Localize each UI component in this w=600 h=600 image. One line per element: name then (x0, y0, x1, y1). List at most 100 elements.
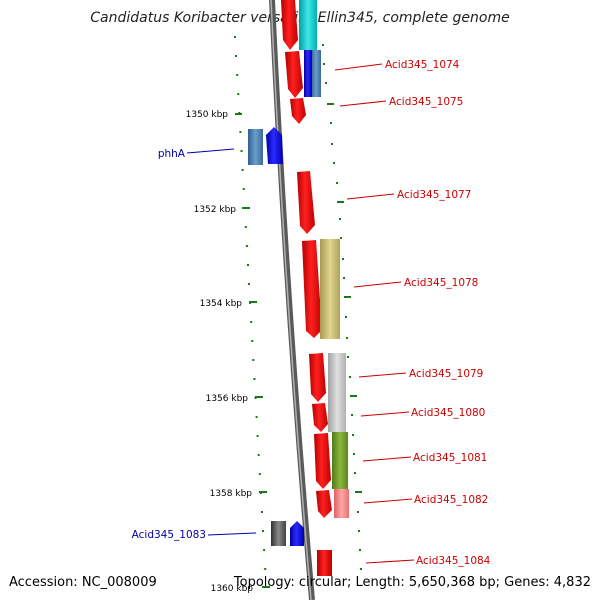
gene-block-phha[interactable] (248, 129, 263, 165)
scale-dot (333, 162, 335, 164)
gene-label-acid345-1082[interactable]: Acid345_1082 (414, 494, 488, 506)
leader-line (186, 148, 235, 154)
scale-dot (353, 453, 355, 455)
scale-dot (241, 169, 244, 171)
scale-tick-1352: 1352 kbp (194, 205, 250, 215)
scale-dot (255, 416, 258, 418)
scale-dot (359, 549, 361, 551)
gene-label-acid345-1075[interactable]: Acid345_1075 (389, 96, 463, 108)
leader-line (358, 372, 407, 378)
feature-pink[interactable] (334, 489, 349, 518)
leader-line (363, 498, 413, 504)
gene-arrow-acid345-1080[interactable] (312, 403, 328, 432)
scale-dot (336, 182, 338, 184)
gene-label-acid345-1080[interactable]: Acid345_1080 (411, 407, 485, 419)
scale-tick-1350: 1350 kbp (186, 110, 242, 120)
gene-label-acid345-1078[interactable]: Acid345_1078 (404, 277, 478, 289)
scale-dot (239, 131, 242, 133)
leader-line (339, 100, 387, 107)
scale-dot (257, 454, 260, 456)
leader-line (334, 63, 383, 71)
scale-dot (354, 472, 356, 474)
scale-dot (331, 143, 333, 145)
leader-line (353, 281, 402, 288)
leader-line (360, 411, 410, 417)
gene-arrow-acid345-1075[interactable] (290, 98, 306, 124)
scale-tick-1358: 1358 kbp (210, 489, 267, 499)
gene-block-acid345-1084[interactable] (317, 550, 332, 576)
scale-dot (252, 359, 255, 361)
scale-dot (242, 188, 245, 190)
scale-dot (250, 321, 253, 323)
scale-dot (337, 201, 344, 203)
scale-dot (330, 122, 332, 124)
scale-dot (342, 258, 344, 260)
scale-dot (245, 245, 248, 247)
gene-label-acid345-1083[interactable]: Acid345_1083 (132, 529, 206, 541)
scale-dot (344, 296, 351, 298)
tick-label: 1354 kbp (200, 299, 243, 309)
scale-dot (247, 264, 249, 266)
scale-dot (339, 218, 341, 220)
feature-cyan[interactable] (299, 0, 317, 50)
scale-dot (236, 74, 239, 76)
leader-line (362, 456, 412, 462)
genome-backbone (269, 0, 315, 600)
gene-arrow-acid345-1079[interactable] (309, 353, 326, 402)
gene-label-acid345-1081[interactable]: Acid345_1081 (413, 452, 487, 464)
scale-tick-1360: 1360 kbp (211, 584, 270, 594)
tick-label: 1352 kbp (194, 205, 237, 215)
scale-dot (256, 435, 259, 437)
feature-olive[interactable] (332, 432, 348, 489)
tick-label: 1350 kbp (186, 110, 229, 120)
gene-label-acid345-1084[interactable]: Acid345_1084 (416, 555, 491, 567)
gene-label-acid345-1077[interactable]: Acid345_1077 (397, 189, 471, 201)
gene-arrow-acid345-1081[interactable] (314, 433, 331, 489)
gene-arrow-acid345-1083[interactable] (290, 521, 304, 546)
gene-label-acid345-1079[interactable]: Acid345_1079 (409, 368, 483, 380)
scale-dot (251, 340, 254, 342)
gene-arrow-acid345-1074[interactable] (285, 51, 303, 98)
feature-steel[interactable] (311, 50, 321, 97)
tick-label: 1356 kbp (206, 394, 249, 404)
gene-block-acid345-1083[interactable] (271, 521, 286, 546)
scale-dot (340, 237, 342, 239)
scale-dot (357, 511, 359, 513)
leader-line (346, 193, 395, 200)
scale-dot (343, 277, 345, 279)
feature-khaki[interactable] (320, 239, 340, 339)
gene-arrow-acid345-1077[interactable] (297, 171, 315, 234)
topology-text: Topology: circular; Length: 5,650,368 bp… (233, 575, 591, 590)
scale-tick-1354: 1354 kbp (200, 299, 257, 309)
gene-arrow-acid345-1078[interactable] (302, 240, 322, 338)
gene-arrow-top[interactable] (281, 0, 298, 50)
scale-dot (240, 150, 243, 152)
genome-backbone-highlight (270, 0, 312, 600)
feature-blue-strip[interactable] (304, 50, 312, 97)
scale-dot (322, 44, 324, 46)
scale-dot (325, 82, 327, 84)
scale-dot (237, 93, 240, 95)
gene-arrow-acid345-1082[interactable] (316, 490, 332, 518)
leader-line (365, 559, 415, 564)
scale-tick-1356: 1356 kbp (206, 394, 263, 404)
scale-dot (355, 491, 362, 493)
scale-dot (323, 63, 325, 65)
scale-dot (261, 511, 263, 513)
scale-dot (358, 530, 360, 532)
gene-label-phha[interactable]: phhA (158, 148, 186, 160)
scale-dots-right (322, 44, 362, 570)
scale-dot (347, 356, 349, 358)
feature-gray[interactable] (328, 353, 346, 432)
scale-dot (253, 378, 256, 380)
gene-label-acid345-1074[interactable]: Acid345_1074 (385, 59, 460, 71)
scale-dot (360, 568, 362, 570)
accession-text: Accession: NC_008009 (9, 575, 157, 590)
scale-dot (345, 316, 347, 318)
gene-arrow-phha[interactable] (266, 127, 283, 164)
scale-dot (263, 549, 266, 551)
scale-dot (248, 283, 250, 285)
scale-dot (234, 36, 236, 38)
scale-dot (346, 337, 348, 339)
